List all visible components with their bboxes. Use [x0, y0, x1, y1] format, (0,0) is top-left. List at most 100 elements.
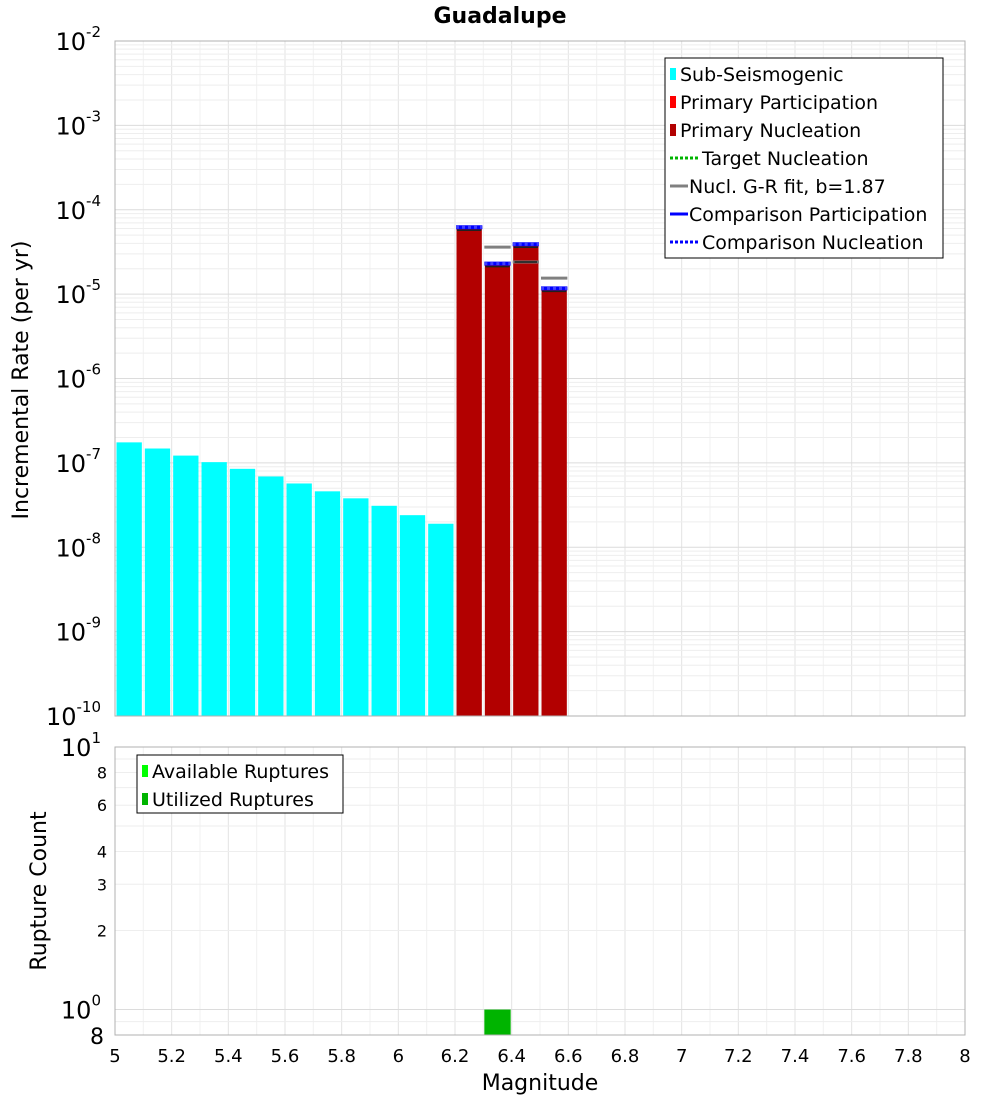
y-minor-tick-label: 2: [97, 922, 107, 941]
y-tick-label: 10-2: [55, 23, 101, 56]
x-tick-label: 6.2: [441, 1046, 470, 1067]
legend-label: Primary Participation: [680, 92, 878, 114]
utilized-ruptures-bar: [484, 1009, 511, 1035]
sub-seismogenic-bar: [144, 448, 171, 716]
legend-label: Primary Nucleation: [680, 120, 861, 142]
y-tick-exponent: 0: [91, 992, 101, 1010]
x-tick-label: 5: [109, 1046, 120, 1067]
x-tick-label: 6.4: [497, 1046, 526, 1067]
y-minor-tick-label: 4: [97, 842, 107, 861]
y-tick-exponent: -2: [86, 23, 101, 41]
y-tick-exponent: -5: [86, 276, 101, 294]
legend-label: Nucl. G-R fit, b=1.87: [689, 176, 886, 198]
primary-nucleation-bar: [456, 228, 482, 716]
legend-label: Comparison Participation: [689, 204, 927, 226]
sub-seismogenic-bar: [258, 476, 284, 716]
legend-label: Utilized Ruptures: [152, 789, 314, 811]
sub-seismogenic-bar: [399, 515, 426, 716]
top-bars: [116, 228, 567, 717]
legend-swatch: [670, 68, 676, 80]
y-tick-exponent: -9: [86, 614, 101, 632]
legend-label: Comparison Nucleation: [702, 232, 924, 254]
top-y-axis-label: Incremental Rate (per yr): [9, 241, 34, 520]
y-tick-exponent: -10: [77, 698, 102, 716]
legend-label: Available Ruptures: [152, 761, 329, 783]
y-tick-base: 10: [55, 534, 86, 562]
y-tick-exponent: 1: [91, 729, 101, 747]
sub-seismogenic-bar: [229, 468, 256, 716]
x-tick-label: 6.8: [611, 1046, 640, 1067]
top-plot-frame: [114, 40, 966, 717]
y-minor-tick-label: 8: [90, 1025, 104, 1050]
y-tick-base: 10: [55, 450, 86, 478]
sub-seismogenic-bar: [314, 491, 341, 716]
y-tick-base: 10: [61, 734, 92, 762]
y-tick-exponent: -8: [86, 529, 101, 547]
y-minor-tick-label: 8: [97, 763, 107, 782]
y-tick-exponent: -7: [86, 445, 101, 463]
y-tick-base: 10: [61, 997, 92, 1025]
y-minor-tick-label: 3: [97, 875, 107, 894]
y-tick-exponent: -4: [86, 192, 101, 210]
legend-swatch: [142, 793, 148, 805]
sub-seismogenic-bar: [371, 505, 397, 716]
legend-label: Sub-Seismogenic: [680, 64, 844, 86]
y-minor-tick-label: 6: [97, 796, 107, 815]
chart-title: Guadalupe: [433, 4, 566, 29]
x-tick-label: 5.4: [214, 1046, 243, 1067]
legend-box: [664, 57, 944, 259]
y-tick-label: 10-5: [55, 276, 101, 309]
y-tick-base: 10: [55, 28, 86, 56]
top-legend: Sub-Seismogenic Primary Participation Prim…: [664, 57, 944, 259]
y-tick-base: 10: [55, 281, 86, 309]
x-tick-label: 7: [676, 1046, 687, 1067]
sub-seismogenic-bar: [116, 442, 142, 716]
legend-label: Target Nucleation: [701, 148, 869, 170]
bottom-y-axis-label: Rupture Count: [27, 811, 52, 971]
y-tick-label: 100: [61, 992, 101, 1025]
y-tick-exponent: -6: [86, 361, 101, 379]
x-tick-label: 5.8: [327, 1046, 356, 1067]
y-tick-base: 10: [55, 197, 86, 225]
sub-seismogenic-bar: [201, 462, 227, 716]
y-tick-base: 10: [46, 703, 77, 731]
x-axis-label: Magnitude: [482, 1071, 599, 1096]
bottom-plot-frame: [114, 746, 966, 1036]
x-tick-label: 6: [393, 1046, 404, 1067]
sub-seismogenic-bar: [286, 483, 312, 716]
legend-swatch: [142, 765, 148, 777]
x-tick-label: 7.2: [724, 1046, 753, 1067]
x-tick-label: 7.8: [894, 1046, 923, 1067]
primary-nucleation-bar: [541, 289, 567, 716]
legend-box: [136, 754, 344, 814]
primary-nucleation-bar: [513, 245, 539, 717]
top-marks: [456, 225, 568, 293]
y-tick-label: 10-8: [55, 529, 101, 562]
x-tick-label: 5.2: [157, 1046, 186, 1067]
y-tick-label: 10-10: [46, 698, 101, 731]
x-tick-label: 7.4: [781, 1046, 810, 1067]
x-tick-label: 8: [959, 1046, 970, 1067]
legend-swatch: [670, 124, 676, 136]
legend-swatch: [670, 96, 676, 108]
y-tick-base: 10: [55, 366, 86, 394]
y-tick-exponent: -3: [86, 107, 101, 125]
primary-nucleation-bar: [484, 265, 511, 716]
y-tick-label: 10-9: [55, 614, 101, 647]
x-tick-labels: 5 5.2 5.4 5.6 5.8 6 6.2 6.4 6.6 6.8 7 7.2 7.4 7.6 7.8 8: [109, 1046, 970, 1067]
top-grid: [114, 41, 966, 717]
y-tick-base: 10: [55, 619, 86, 647]
x-tick-label: 5.6: [271, 1046, 300, 1067]
y-tick-label: 10-4: [55, 192, 101, 225]
y-tick-base: 10: [55, 112, 86, 140]
sub-seismogenic-bar: [173, 455, 199, 716]
bottom-legend: Available Ruptures Utilized Ruptures: [136, 754, 344, 814]
y-tick-label: 10-6: [55, 361, 101, 394]
x-tick-label: 7.6: [837, 1046, 866, 1067]
y-tick-label: 10-7: [55, 445, 101, 478]
